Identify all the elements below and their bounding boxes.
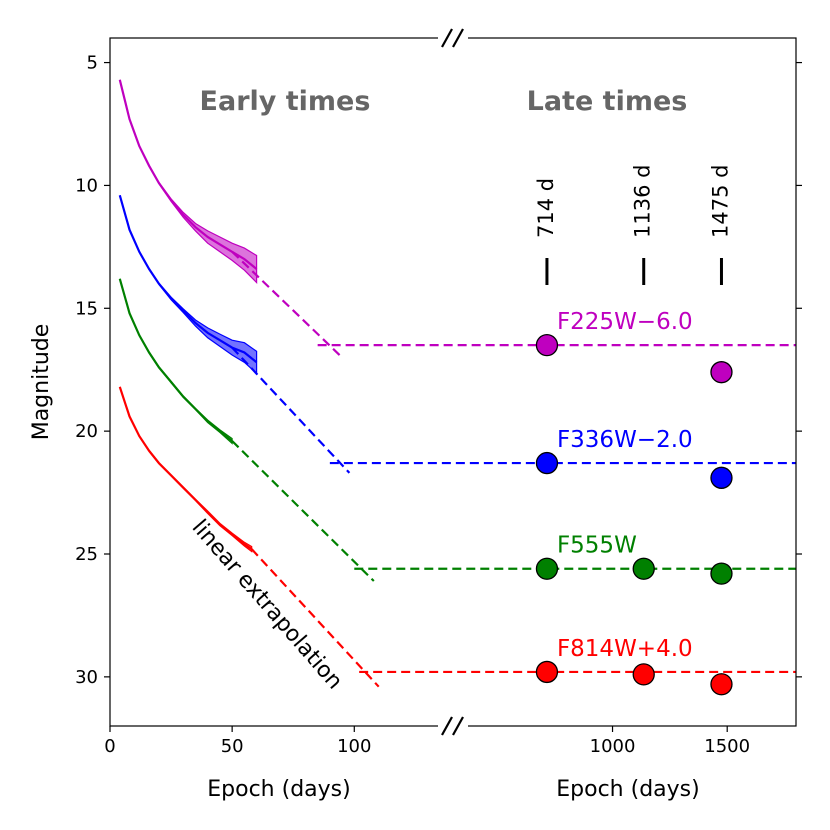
late-data-point xyxy=(710,562,733,585)
x-tick-label-late: 1000 xyxy=(590,736,636,757)
late-data-point xyxy=(535,557,559,580)
late-data-point xyxy=(710,466,733,489)
plot-area: F225W−6.0 F336W−2.0 F555W F814W+4.0 714 d 113… xyxy=(118,79,796,696)
axis-break-bottom xyxy=(438,716,468,736)
epoch-marker-label: 714 d xyxy=(534,178,558,238)
epoch-marker-label: 1136 d xyxy=(631,165,655,238)
y-tick-label: 30 xyxy=(75,667,98,688)
panel-title-early: Early times xyxy=(200,86,371,117)
series-label: F225W−6.0 xyxy=(557,309,693,335)
extrapolation-line xyxy=(231,250,343,359)
late-data-point xyxy=(632,557,655,580)
extrapolation-line xyxy=(231,346,351,474)
x-axis-label-early: Epoch (days) xyxy=(207,777,350,802)
late-data-point xyxy=(710,361,733,384)
light-curve-line xyxy=(118,79,258,270)
light-curve-line xyxy=(118,386,253,551)
x-tick-label-early: 100 xyxy=(337,736,371,757)
y-tick-label: 10 xyxy=(75,175,98,196)
late-data-point xyxy=(535,660,559,684)
y-tick-label: 15 xyxy=(75,298,98,319)
epoch-marker-label: 1475 d xyxy=(708,165,732,238)
series-group: F555W xyxy=(118,278,796,585)
y-axis-label: Magnitude xyxy=(29,324,54,441)
extrapolation-line xyxy=(231,440,375,582)
series-group: F336W−2.0 xyxy=(118,195,796,489)
extrapolation-annotation: linear extrapolation xyxy=(187,515,347,694)
series-label: F814W+4.0 xyxy=(557,636,693,662)
late-data-point xyxy=(710,673,733,696)
x-tick-label-early: 50 xyxy=(221,736,244,757)
series-group: F225W−6.0 xyxy=(118,79,796,384)
axis-break-top xyxy=(438,28,468,48)
y-tick-label: 20 xyxy=(75,421,98,442)
late-data-point xyxy=(535,333,559,357)
x-tick-label-late: 1500 xyxy=(704,736,750,757)
late-data-point xyxy=(632,663,655,686)
series-label: F336W−2.0 xyxy=(557,427,693,453)
y-tick-label: 5 xyxy=(87,53,98,74)
light-curve-line xyxy=(118,195,258,364)
series-group: F814W+4.0 xyxy=(118,386,796,696)
y-tick-label: 25 xyxy=(75,544,98,565)
light-curve-line xyxy=(118,278,233,442)
x-tick-label-early: 0 xyxy=(104,736,115,757)
panel-title-late: Late times xyxy=(527,86,688,117)
extrapolation-line xyxy=(250,548,380,688)
light-curve-band xyxy=(119,386,253,553)
axis-ticks: 5 10 15 20 25 30 0 50 100 1000 1500 xyxy=(75,53,802,757)
late-data-point xyxy=(535,451,559,475)
series-label: F555W xyxy=(557,533,637,559)
x-axis-label-late: Epoch (days) xyxy=(556,777,699,802)
plot-frame xyxy=(109,37,797,727)
